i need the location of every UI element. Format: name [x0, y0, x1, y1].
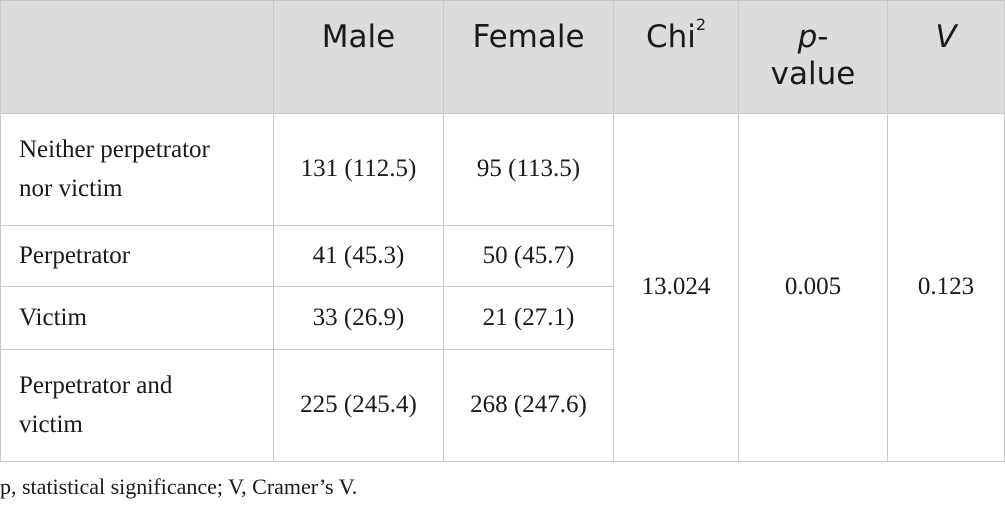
header-chi-superscript: 2 [695, 14, 707, 34]
row-label: Neither perpetrator nor victim [0, 113, 274, 226]
header-chi-square: Chi2 [613, 0, 739, 114]
results-table-container: Male Female Chi2 p-value V Neither perpe… [0, 0, 1005, 462]
row-label: Victim [0, 286, 274, 350]
header-cramers-v: V [887, 0, 1005, 114]
cell-female: 268 (247.6) [443, 349, 614, 462]
cell-p-value: 0.005 [738, 113, 888, 462]
row-label-line1: Perpetrator and [19, 371, 173, 399]
row-label-line1: Neither perpetrator [19, 135, 210, 163]
table-footnote: p, statistical significance; V, Cramer’s… [0, 474, 358, 499]
header-male: Male [273, 0, 444, 114]
header-row: Male Female Chi2 p-value V [0, 0, 1005, 114]
header-p-dash: - [817, 19, 829, 55]
header-p-value-line2: value [770, 56, 856, 93]
row-label: Perpetrator [0, 225, 274, 287]
table-row: Perpetrator and victim 225 (245.4) 268 (2… [0, 349, 1005, 462]
cell-chi-square: 13.024 [613, 113, 739, 462]
cell-male: 131 (112.5) [273, 113, 444, 226]
cell-male: 225 (245.4) [273, 349, 444, 462]
table-row: Neither perpetrator nor victim 131 (112.5… [0, 113, 1005, 462]
header-p-value: p-value [738, 0, 888, 114]
cell-female: 50 (45.7) [443, 225, 614, 287]
cell-male: 41 (45.3) [273, 225, 444, 287]
results-table: Male Female Chi2 p-value V Neither perpe… [0, 0, 1005, 462]
cell-female: 95 (113.5) [443, 113, 614, 226]
row-label-line2: victim [19, 410, 83, 438]
header-chi-text: Chi [645, 19, 696, 55]
header-p-italic: p [797, 19, 818, 55]
row-label: Perpetrator and victim [0, 349, 274, 462]
cell-male: 33 (26.9) [273, 286, 444, 350]
row-label-line2: nor victim [19, 174, 123, 202]
cell-female: 21 (27.1) [443, 286, 614, 350]
table-row: Perpetrator 41 (45.3) 50 (45.7) [0, 225, 1005, 287]
header-stub [0, 0, 274, 114]
cell-cramers-v: 0.123 [887, 113, 1005, 462]
header-female: Female [443, 0, 614, 114]
